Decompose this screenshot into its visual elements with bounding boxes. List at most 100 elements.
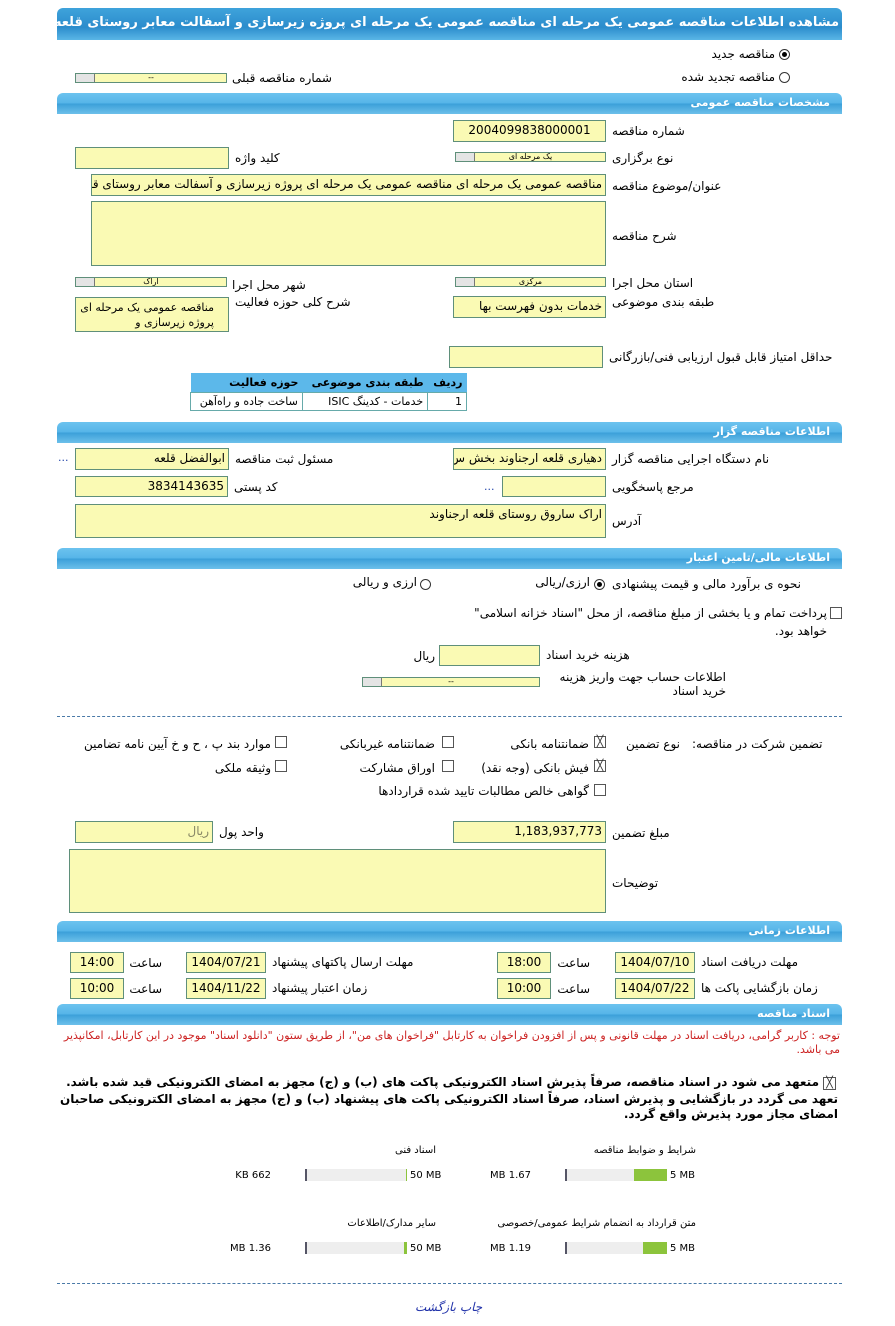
cash-receipt-label: فیش بانکی (وجه نقد) (481, 761, 589, 775)
validity-label: زمان اعتبار پیشنهاد (272, 981, 368, 995)
select-value: اراک (143, 277, 159, 286)
section-documents-header: اسناد مناقصه (57, 1004, 842, 1025)
divider (57, 1283, 842, 1284)
keyword-field[interactable] (75, 147, 229, 169)
select-value: -- (148, 73, 154, 82)
file-label: سایر مدارک/اطلاعات (347, 1218, 436, 1229)
min-score-field[interactable] (449, 346, 603, 368)
file-progress-bar (565, 1242, 667, 1254)
file-max: 50 MB (410, 1170, 442, 1181)
validity-time[interactable]: 10:00 (70, 978, 124, 999)
opening-date[interactable]: 1404/07/22 (615, 978, 695, 999)
file-progress-bar (305, 1169, 407, 1181)
account-select[interactable]: -- (362, 677, 540, 687)
notes-field[interactable] (69, 849, 606, 913)
doc-deadline-label: مهلت دریافت اسناد (701, 955, 799, 969)
validity-date[interactable]: 1404/11/22 (186, 978, 266, 999)
file-label: شرایط و ضوابط مناقصه (593, 1145, 696, 1156)
keyword-label: کلید واژه (235, 151, 280, 165)
property-checkbox[interactable] (275, 760, 287, 772)
subject-field[interactable]: مناقصه عمومی یک مرحله ای مناقصه عمومی یک… (91, 174, 606, 196)
file-progress-bar (305, 1242, 407, 1254)
radio-new-tender[interactable] (779, 49, 790, 60)
file-size: 1.67 MB (490, 1170, 531, 1181)
clauses-label: موارد بند پ ، ح و خ آیین نامه تضامین (83, 737, 271, 751)
category-field[interactable]: خدمات بدون فهرست بها (453, 296, 606, 318)
registrar-more-link[interactable]: ... (58, 451, 69, 464)
guarantee-type-label: نوع تضمین (626, 737, 680, 751)
province-select[interactable]: مرکزی (455, 277, 606, 287)
file-size: 1.19 MB (490, 1243, 531, 1254)
opening-time[interactable]: 10:00 (497, 978, 551, 999)
guarantee-amount-label: مبلغ تضمین (612, 826, 670, 840)
submit-deadline-date[interactable]: 1404/07/21 (186, 952, 266, 973)
guarantee-amount-field[interactable]: 1,183,937,773 (453, 821, 606, 843)
col-category: طبقه بندی موضوعی (302, 373, 428, 393)
section-timing-header: اطلاعات زمانی (57, 921, 842, 942)
reference-more-link[interactable]: ... (484, 480, 495, 493)
activity-label: شرح کلی حوزه فعالیت (235, 295, 351, 309)
bonds-label: اوراق مشارکت (359, 761, 435, 775)
prev-number-label: شماره مناقصه قبلی (232, 71, 332, 85)
file-max: 5 MB (670, 1243, 696, 1254)
guarantee-label: تضمین شرکت در مناقصه: (692, 737, 823, 751)
radio-currency-and-rial[interactable] (420, 579, 431, 590)
cell: 1 (427, 392, 467, 411)
registrar-label: مسئول ثبت مناقصه (235, 452, 334, 466)
doc-cost-unit: ریال (413, 649, 435, 663)
city-select[interactable]: اراک (75, 277, 227, 287)
radio-currency-rial[interactable] (594, 579, 605, 590)
tender-number-field[interactable]: 2004099838000001 (453, 120, 606, 142)
file-progress-fill (643, 1242, 667, 1254)
bank-guarantee-checkbox[interactable]: ╳ (594, 736, 606, 748)
commit-checkbox[interactable]: ╳ (823, 1077, 836, 1090)
doc-deadline-time[interactable]: 18:00 (497, 952, 551, 973)
file-progress-bar (565, 1169, 667, 1181)
property-label: وثیقه ملکی (214, 761, 271, 775)
commit-text-2: تعهد می گردد در بازگشایی و پذیرش اسناد، … (59, 1092, 838, 1121)
dropdown-button[interactable] (456, 278, 475, 286)
back-link[interactable]: بازگشت (415, 1300, 456, 1314)
cash-receipt-checkbox[interactable]: ╳ (594, 760, 606, 772)
col-row: ردیف (427, 373, 467, 393)
renewed-tender-label: مناقصه تجدید شده (681, 70, 775, 84)
description-field[interactable] (91, 201, 606, 266)
nonbank-guarantee-label: ضمانتنامه غیربانکی (339, 737, 435, 751)
file-label: متن قرارداد به انضمام شرایط عمومی/خصوصی (497, 1218, 696, 1229)
dropdown-button[interactable] (76, 278, 95, 286)
organizer-field[interactable]: دهیاری قلعه ارجناوند بخش س (453, 448, 606, 470)
nonbank-guarantee-checkbox[interactable] (442, 736, 454, 748)
dropdown-button[interactable] (363, 678, 382, 686)
clauses-checkbox[interactable] (275, 736, 287, 748)
col-activity: حوزه فعالیت (190, 373, 303, 393)
doc-deadline-date[interactable]: 1404/07/10 (615, 952, 695, 973)
currency-label: واحد پول (219, 825, 264, 839)
currency-field[interactable]: ریال (75, 821, 213, 843)
receivables-checkbox[interactable] (594, 784, 606, 796)
registrar-field[interactable]: ابوالفضل قلعه (75, 448, 229, 470)
submit-deadline-time[interactable]: 14:00 (70, 952, 124, 973)
postal-code-field[interactable]: 3834143635 (75, 476, 228, 497)
type-select[interactable]: یک مرحله ای (455, 152, 606, 162)
doc-cost-field[interactable] (439, 645, 540, 666)
file-progress-fill (405, 1169, 407, 1181)
prev-number-select[interactable]: -- (75, 73, 227, 83)
dropdown-button[interactable] (76, 74, 95, 82)
cell: ساخت جاده و راه‌آهن (190, 392, 303, 411)
doc-cost-label: هزینه خرید اسناد (546, 648, 630, 662)
section-finance-header: اطلاعات مالی/تامین اعتبار (57, 548, 842, 569)
dropdown-button[interactable] (456, 153, 475, 161)
city-label: شهر محل اجرا (232, 278, 306, 292)
time-label: ساعت (557, 982, 590, 996)
print-link[interactable]: چاپ (459, 1300, 483, 1314)
estimate-label: نحوه ی برآورد مالی و قیمت پیشنهادی (612, 577, 801, 591)
treasury-checkbox[interactable] (830, 607, 842, 619)
radio-renewed-tender[interactable] (779, 72, 790, 83)
type-label: نوع برگزاری (612, 151, 674, 165)
reference-field[interactable] (502, 476, 606, 497)
bonds-checkbox[interactable] (442, 760, 454, 772)
activity-field[interactable]: مناقصه عمومی یک مرحله ای پروژه زیرسازی و (75, 297, 229, 332)
radio-currency-and-rial-label: ارزی و ریالی (352, 575, 417, 589)
address-field[interactable]: اراک ساروق روستای قلعه ارجناوند (75, 504, 606, 538)
